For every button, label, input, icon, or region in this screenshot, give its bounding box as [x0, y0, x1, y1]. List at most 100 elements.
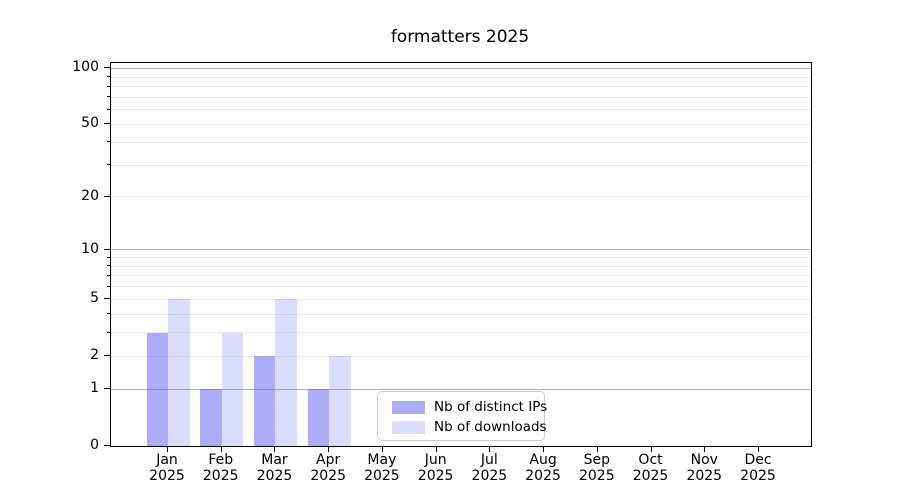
y-tick — [104, 248, 110, 250]
x-tick — [489, 446, 491, 452]
legend-swatch — [392, 400, 425, 414]
x-tick — [650, 446, 652, 452]
x-tick-year: 2025 — [310, 468, 346, 484]
bar-mar-downloads — [275, 299, 297, 446]
y-tick-label: 0 — [90, 437, 99, 453]
x-tick-label: Apr 2025 — [293, 452, 363, 484]
x-tick-year: 2025 — [149, 468, 185, 484]
y-tick-label: 20 — [81, 187, 99, 204]
major-gridline — [111, 249, 811, 251]
x-tick — [274, 446, 276, 452]
minor-gridline — [111, 164, 811, 166]
y-minor-tick — [107, 76, 110, 77]
x-tick-month: Apr — [316, 452, 341, 468]
x-tick-label: Jul 2025 — [454, 452, 524, 484]
minor-gridline — [111, 265, 811, 267]
x-tick-label: Sep 2025 — [562, 452, 632, 484]
x-tick-label: Dec 2025 — [723, 452, 793, 484]
x-tick-year: 2025 — [525, 468, 561, 484]
minor-gridline — [111, 275, 811, 277]
minor-gridline — [111, 298, 811, 300]
minor-gridline — [111, 332, 811, 334]
x-tick — [167, 446, 168, 452]
minor-gridline — [111, 355, 811, 357]
legend-swatch — [392, 420, 425, 434]
x-tick-year: 2025 — [256, 468, 293, 484]
y-minor-tick — [107, 313, 110, 315]
x-tick — [704, 446, 706, 452]
x-tick-year: 2025 — [686, 468, 723, 484]
y-minor-tick — [107, 256, 110, 258]
x-tick-month: Jul — [480, 452, 498, 468]
x-tick-label: Aug 2025 — [508, 452, 578, 484]
x-tick-month: Oct — [638, 452, 663, 468]
y-minor-tick — [107, 274, 110, 276]
y-minor-tick — [107, 331, 110, 333]
minor-gridline — [111, 257, 811, 259]
y-tick-label: 1 — [90, 380, 99, 397]
x-tick-year: 2025 — [364, 468, 400, 484]
bar-apr-downloads — [329, 356, 351, 446]
legend-entry: Nb of distinct IPs — [392, 397, 548, 417]
bar-jan-ips — [146, 332, 168, 446]
y-tick-label: 50 — [81, 115, 99, 132]
x-tick-year: 2025 — [202, 468, 239, 484]
x-tick — [596, 446, 598, 452]
minor-gridline — [111, 286, 811, 288]
y-tick-label: 2 — [90, 347, 99, 364]
x-tick-year: 2025 — [632, 468, 669, 484]
x-tick-label: Oct 2025 — [616, 452, 686, 484]
x-tick — [220, 446, 222, 452]
x-tick-year: 2025 — [578, 468, 615, 484]
x-tick-label: Jun 2025 — [401, 452, 471, 484]
minor-gridline — [111, 123, 811, 125]
minor-gridline — [111, 76, 811, 78]
legend-label: Nb of downloads — [434, 419, 547, 435]
x-tick — [435, 446, 437, 452]
x-tick — [758, 446, 759, 452]
x-tick-month: Sep — [583, 452, 610, 468]
minor-gridline — [111, 313, 811, 315]
y-minor-tick — [107, 265, 110, 267]
y-tick — [104, 67, 110, 69]
major-gridline — [111, 67, 811, 69]
x-tick — [328, 446, 330, 452]
bar-feb-downloads — [221, 332, 244, 446]
y-minor-tick — [107, 164, 110, 166]
legend-label: Nb of distinct IPs — [434, 399, 548, 415]
legend-entry: Nb of downloads — [392, 417, 547, 437]
bar-mar-ips — [253, 356, 276, 446]
y-tick — [104, 123, 110, 125]
minor-gridline — [111, 196, 811, 198]
minor-gridline — [111, 109, 811, 111]
y-minor-tick — [107, 108, 110, 110]
y-tick — [104, 195, 110, 197]
x-tick-month: Aug — [529, 452, 557, 468]
minor-gridline — [111, 141, 811, 143]
y-minor-tick — [107, 96, 110, 98]
x-tick-month: Feb — [208, 452, 234, 468]
minor-gridline — [111, 86, 811, 88]
x-tick-year: 2025 — [471, 468, 508, 484]
bar-jan-downloads — [168, 299, 190, 446]
y-minor-tick — [107, 285, 110, 287]
minor-gridline — [111, 96, 811, 98]
x-tick-month: May — [367, 452, 397, 468]
x-tick-label: Feb 2025 — [186, 452, 256, 484]
major-gridline — [111, 388, 811, 390]
y-tick-label: 10 — [81, 240, 99, 257]
x-tick-year: 2025 — [417, 468, 454, 484]
x-tick-month: Jan — [156, 452, 178, 468]
x-tick-label: Nov 2025 — [669, 452, 739, 484]
x-tick-year: 2025 — [740, 468, 776, 484]
y-tick — [104, 445, 110, 446]
y-tick-label: 100 — [72, 59, 99, 76]
y-tick — [104, 298, 110, 300]
plot-area — [110, 62, 812, 447]
legend: Nb of distinct IPs Nb of downloads — [377, 391, 548, 441]
x-tick-label: May 2025 — [347, 452, 417, 484]
chart-title: formatters 2025 — [390, 27, 530, 47]
x-tick-month: Dec — [744, 452, 772, 468]
y-tick — [104, 388, 110, 390]
